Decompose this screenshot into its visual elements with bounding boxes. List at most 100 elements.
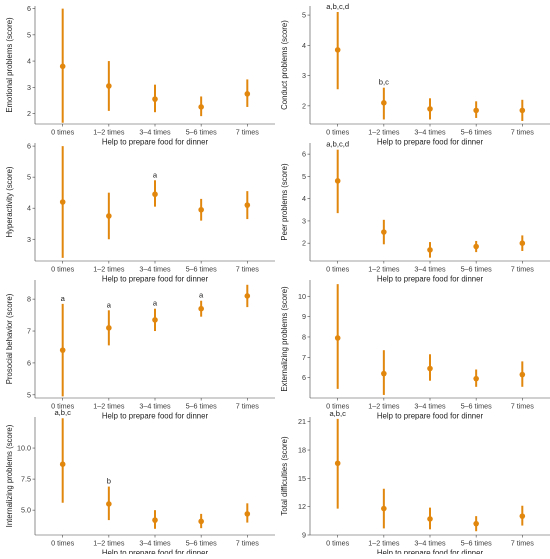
x-tick-label: 3–4 times [414,128,446,137]
x-tick-label: 3–4 times [139,402,171,411]
x-tick-label: 5–6 times [461,128,493,137]
x-tick-label: 7 times [236,539,260,548]
x-tick-label: 3–4 times [139,128,171,137]
mean-point [427,365,433,372]
panel-3: 3 4 5 6 0 times 1–2 times 3–4 times 5–6 times 7 … [5,142,275,284]
x-axis-title: Help to prepare food for dinner [377,275,484,284]
y-tick-label: 8 [27,295,31,304]
y-axis-title: Total difficulties (score) [280,436,289,516]
y-axis-title: Peer problems (score) [280,163,289,241]
mean-point [519,371,526,378]
x-tick-label: 7 times [236,265,260,274]
x-tick-label: 5–6 times [186,128,218,137]
y-tick-label: 2 [302,239,306,248]
panel-2: 2 3 4 5 0 times 1–2 times 3–4 times 5–6 times 7 … [280,2,550,147]
x-tick-label: 1–2 times [93,402,125,411]
mean-point [244,91,251,97]
y-tick-label: 12 [298,502,306,511]
x-tick-label: 5–6 times [461,539,493,548]
significance-label: a [153,299,158,308]
mean-point [198,104,204,110]
mean-point [427,106,433,112]
y-tick-label: 7 [302,353,306,362]
mean-point [381,100,387,106]
panel-8: 9 12 15 18 21 0 times 1–2 times 3–4 times 5–6 ti… [280,409,550,558]
y-tick-label: 5 [27,30,31,39]
y-tick-label: 4 [27,204,31,213]
y-tick-label: 3 [27,235,31,244]
y-tick-label: 7 [27,327,31,336]
y-axis-title: Emotional problems (score) [5,17,14,113]
mean-point [198,206,204,213]
mean-point [427,247,433,253]
y-tick-label: 3 [302,216,306,225]
x-tick-label: 5–6 times [186,265,218,274]
mean-point [519,513,526,519]
y-axis-title: Externalizing problems (score) [280,286,289,392]
x-tick-label: 3–4 times [414,265,446,274]
significance-label: a [61,294,66,303]
x-tick-label: 7 times [511,128,535,137]
x-tick-label: 1–2 times [368,265,400,274]
mean-point [59,63,66,70]
y-axis-title: Prosocial behavior (score) [5,293,14,384]
mean-point [59,347,66,353]
mean-point [244,202,251,208]
y-axis-title: Internalizing problems (score) [5,424,14,527]
significance-label: a [153,170,158,179]
x-tick-label: 1–2 times [93,265,125,274]
x-tick-label: 7 times [511,402,535,411]
mean-point [334,47,341,53]
x-axis-title: Help to prepare food for dinner [102,412,209,421]
mean-point [334,178,341,184]
x-tick-label: 3–4 times [139,265,171,274]
mean-point [106,501,112,507]
panel-6: 6 7 8 9 10 0 times 1–2 times 3–4 times 5–6 times… [280,280,550,421]
y-tick-label: 6 [302,150,306,159]
mean-point [427,516,433,522]
mean-point [152,317,158,323]
mean-point [152,517,158,523]
y-tick-label: 21 [298,417,306,426]
y-tick-label: 3 [302,71,306,80]
panel-5: 5 6 7 8 0 times 1–2 times 3–4 times 5–6 times 7 … [5,280,275,421]
x-tick-label: 3–4 times [414,539,446,548]
significance-label: a,b,c,d [326,140,349,149]
mean-point [106,83,112,89]
x-axis-title: Help to prepare food for dinner [102,275,209,284]
mean-point [519,240,526,246]
y-tick-label: 18 [298,446,306,455]
significance-label: a,b,c [54,408,71,417]
significance-label: a [107,300,112,309]
x-tick-label: 0 times [326,265,350,274]
y-tick-label: 9 [302,531,306,540]
y-tick-label: 10 [298,292,306,301]
panel-7: 5.0 7.5 10.0 0 times 1–2 times 3–4 times 5–6 t… [5,408,275,558]
x-tick-label: 0 times [51,265,75,274]
x-tick-label: 1–2 times [368,539,400,548]
mean-point [244,511,251,517]
x-axis-title: Help to prepare food for dinner [102,138,209,147]
y-tick-label: 9 [302,312,306,321]
y-tick-label: 7.5 [21,475,31,484]
x-axis-title: Help to prepare food for dinner [377,549,484,555]
x-tick-label: 1–2 times [368,402,400,411]
mean-point [381,229,387,235]
x-axis-title: Help to prepare food for dinner [377,412,484,421]
mean-point [198,305,204,312]
x-tick-label: 1–2 times [93,128,125,137]
y-axis-title: Hyperactivity (score) [5,166,14,237]
mean-point [473,243,479,250]
mean-point [152,96,158,102]
mean-point [244,293,251,299]
x-tick-label: 3–4 times [139,539,171,548]
y-axis-title: Conduct problems (score) [280,20,289,110]
x-tick-label: 7 times [236,402,260,411]
y-tick-label: 15 [298,474,306,483]
x-tick-label: 7 times [511,265,535,274]
y-tick-label: 4 [302,41,306,50]
x-tick-label: 7 times [236,128,260,137]
y-tick-label: 6 [27,358,31,367]
y-tick-label: 4 [302,194,306,203]
